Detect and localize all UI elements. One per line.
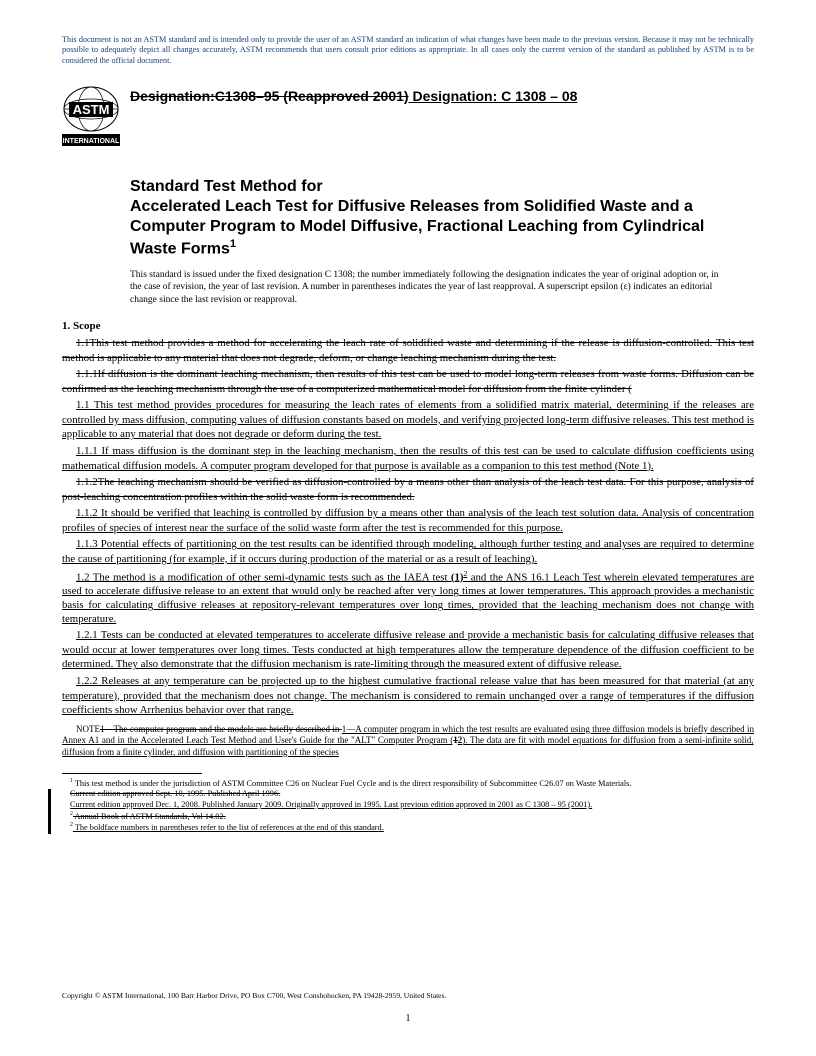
- note-ins-2: Annex A1 and in the Accelerated Leach Te…: [62, 735, 453, 745]
- astm-logo: ASTM INTERNATIONAL: [62, 84, 120, 159]
- svg-text:ASTM: ASTM: [73, 102, 110, 117]
- standard-title: Standard Test Method for Accelerated Lea…: [130, 177, 754, 259]
- fn1-deleted: Current edition approved Sept. 10, 1995.…: [62, 789, 754, 800]
- para-1-1-1-inserted: 1.1.1 If mass diffusion is the dominant …: [62, 444, 754, 473]
- title-block: Standard Test Method for Accelerated Lea…: [130, 177, 754, 259]
- ref-1: (1): [451, 571, 464, 583]
- page-number: 1: [0, 1013, 816, 1024]
- copyright-line: Copyright © ASTM International, 100 Barr…: [62, 991, 754, 1000]
- para-1-1-2-inserted: 1.1.2 It should be verified that leachin…: [62, 506, 754, 535]
- svg-text:INTERNATIONAL: INTERNATIONAL: [63, 138, 120, 145]
- designation-old: Designation:C1308–95 (Reapproved 2001): [130, 88, 409, 104]
- para-1-1-1-deleted: 1.1.1If diffusion is the dominant leachi…: [62, 367, 754, 396]
- note-del-1: 1—The computer program and the models ar…: [100, 724, 342, 734]
- footnote-1-changes: Current edition approved Sept. 10, 1995.…: [62, 789, 754, 834]
- note-1: NOTE1—The computer program and the model…: [62, 724, 754, 759]
- title-rest: Accelerated Leach Test for Diffusive Rel…: [130, 198, 704, 257]
- footnote-separator: [62, 773, 202, 774]
- designation-new: Designation: C 1308 – 08: [409, 88, 578, 104]
- fn1-inserted: Current edition approved Dec. 1, 2008. P…: [62, 800, 754, 811]
- para-1-1-inserted: 1.1 This test method provides procedures…: [62, 398, 754, 442]
- note-label: NOTE: [76, 724, 100, 734]
- para-1-1-3-inserted: 1.1.3 Potential effects of partitioning …: [62, 537, 754, 566]
- note-ins-1: 1—A computer program in which the test r…: [342, 724, 754, 734]
- para-1-2-inserted: 1.2 The method is a modification of othe…: [62, 569, 754, 627]
- para-1-1-2-deleted: 1.1.2The leaching mechanism should be ve…: [62, 475, 754, 504]
- fn2-inserted: The boldface numbers in parentheses refe…: [73, 823, 384, 832]
- scope-heading: 1. Scope: [62, 320, 754, 332]
- fn2-deleted: Annual Book of ASTM Standards, Vol 14.02…: [73, 812, 226, 821]
- para-1-2-a: 1.2 The method is a modification of othe…: [76, 571, 451, 583]
- designation: Designation:C1308–95 (Reapproved 2001) D…: [130, 84, 577, 104]
- para-1-2-1-inserted: 1.2.1 Tests can be conducted at elevated…: [62, 628, 754, 672]
- title-line1: Standard Test Method for: [130, 178, 323, 195]
- fn1-text: This test method is under the jurisdicti…: [73, 778, 632, 787]
- footnote-2: 2 Annual Book of ASTM Standards, Vol 14.…: [62, 811, 754, 823]
- para-1-1-deleted: 1.1This test method provides a method fo…: [62, 336, 754, 365]
- issuance-note: This standard is issued under the fixed …: [130, 269, 724, 306]
- footnote-1: 1 This test method is under the jurisdic…: [62, 778, 754, 790]
- header-disclaimer: This document is not an ASTM standard an…: [62, 35, 754, 66]
- header-row: ASTM INTERNATIONAL Designation:C1308–95 …: [62, 84, 754, 159]
- footnote-2-ins: 2 The boldface numbers in parentheses re…: [62, 822, 754, 834]
- para-1-2-2-inserted: 1.2.2 Releases at any temperature can be…: [62, 674, 754, 718]
- title-sup: 1: [230, 238, 236, 250]
